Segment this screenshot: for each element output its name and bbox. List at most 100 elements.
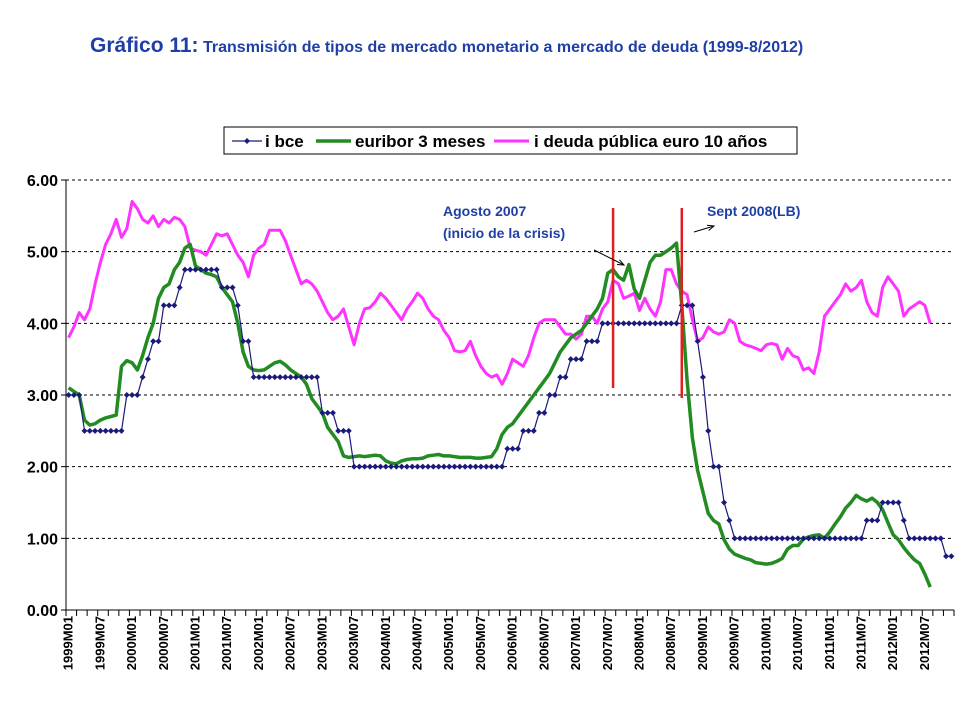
x-tick-label: 2005M01 — [441, 616, 456, 670]
ibce-point — [736, 535, 743, 542]
x-tick-label: 2004M01 — [378, 616, 393, 670]
arrow-agosto-2007-head — [616, 259, 626, 266]
ibce-point — [530, 427, 537, 434]
ibce-point — [472, 463, 479, 470]
ibce-point — [181, 266, 188, 273]
ibce-point — [604, 320, 611, 327]
x-tick-label: 2005M07 — [473, 616, 488, 670]
ibce-point — [895, 499, 902, 506]
ibce-point — [551, 392, 558, 398]
ibce-point — [509, 445, 516, 452]
ibce-point — [816, 535, 823, 542]
ibce-point — [631, 320, 638, 327]
x-tick-label: 2010M01 — [758, 616, 773, 670]
ibce-point — [525, 427, 532, 434]
ibce-point — [869, 517, 876, 524]
ibce-point — [847, 535, 854, 542]
ibce-point — [863, 517, 870, 524]
ibce-point — [308, 374, 315, 381]
ibce-point — [927, 535, 934, 542]
annotation-agosto-2007: Agosto 2007 — [443, 203, 526, 219]
x-axis-ticks: 1999M01 1999M07 2000M01 2000M07 2001M01 2001M… — [61, 610, 955, 670]
x-tick-label: 1999M01 — [61, 616, 76, 670]
ibce-point — [213, 266, 220, 273]
ibce-point — [784, 535, 791, 542]
x-tick-label: 2009M01 — [695, 616, 710, 670]
ibce-point — [594, 338, 601, 345]
ibce-point — [388, 463, 395, 470]
ibce-point — [187, 266, 194, 273]
ibce-point — [456, 463, 463, 470]
ibce-point — [451, 463, 458, 470]
ibce-point — [842, 535, 849, 542]
ibce-point — [335, 427, 342, 434]
ibce-point — [329, 409, 336, 416]
ibce-point — [123, 392, 130, 398]
ibce-point — [662, 320, 669, 327]
ibce-point — [76, 392, 83, 398]
ibce-point — [139, 374, 146, 381]
ibce-point — [705, 427, 712, 434]
ibce-point — [382, 463, 389, 470]
ibce-point — [81, 427, 88, 434]
x-tick-label: 2004M07 — [410, 616, 425, 670]
ibce-point — [372, 463, 379, 470]
ibce-point — [134, 392, 141, 398]
ibce-point — [97, 427, 104, 434]
ibce-point — [752, 535, 759, 542]
ibce-point — [446, 463, 453, 470]
ibce-point — [900, 517, 907, 524]
ibce-point — [562, 374, 569, 381]
ibce-point — [858, 535, 865, 542]
ibce-point — [92, 427, 99, 434]
ibce-point — [414, 463, 421, 470]
annotation-sept-2008: Sept 2008(LB) — [707, 203, 800, 219]
ibce-point — [652, 320, 659, 327]
ibce-point — [758, 535, 765, 542]
ibce-point — [911, 535, 918, 542]
ibce-point — [520, 427, 527, 434]
ibce-point — [435, 463, 442, 470]
ibce-point — [65, 392, 72, 398]
x-tick-label: 2001M01 — [188, 616, 203, 670]
ibce-point — [578, 356, 585, 363]
ibce-point — [176, 284, 183, 291]
series-lines — [67, 200, 952, 588]
ibce-point — [160, 302, 167, 309]
ibce-point — [224, 284, 231, 291]
ibce-point — [477, 463, 484, 470]
ibce-point — [832, 535, 839, 542]
legend-label-0: i bce — [265, 132, 304, 151]
ibce-point — [546, 392, 553, 398]
ibce-point — [615, 320, 622, 327]
ibce-point — [588, 338, 595, 345]
ibce-point — [488, 463, 495, 470]
ibce-point — [440, 463, 447, 470]
ibce-point — [726, 517, 733, 524]
ibce-point — [689, 302, 696, 309]
ibce-point — [890, 499, 897, 506]
ibce-point — [398, 463, 405, 470]
x-tick-label: 2012M07 — [917, 616, 932, 670]
x-tick-label: 2002M07 — [283, 616, 298, 670]
ibce-point — [826, 535, 833, 542]
y-axis-ticks: 0.00 1.00 2.00 3.00 4.00 5.00 6.00 — [27, 173, 66, 620]
x-tick-label: 2003M07 — [346, 616, 361, 670]
chart-title-main: Gráfico 11: — [90, 34, 199, 57]
ibce-point — [155, 338, 162, 345]
ibce-point — [715, 463, 722, 470]
ibce-point — [282, 374, 289, 381]
ibce-point — [366, 463, 373, 470]
series-line-0 — [68, 269, 952, 557]
series-line-1 — [67, 241, 932, 588]
ibce-point — [943, 553, 950, 560]
ibce-point — [271, 374, 278, 381]
ibce-point — [768, 535, 775, 542]
ibce-point — [340, 427, 347, 434]
ibce-point — [430, 463, 437, 470]
x-tick-label: 2012M01 — [885, 616, 900, 670]
ibce-point — [245, 338, 252, 345]
ibce-point — [779, 535, 786, 542]
x-tick-label: 2006M07 — [536, 616, 551, 670]
ibce-point — [583, 338, 590, 345]
